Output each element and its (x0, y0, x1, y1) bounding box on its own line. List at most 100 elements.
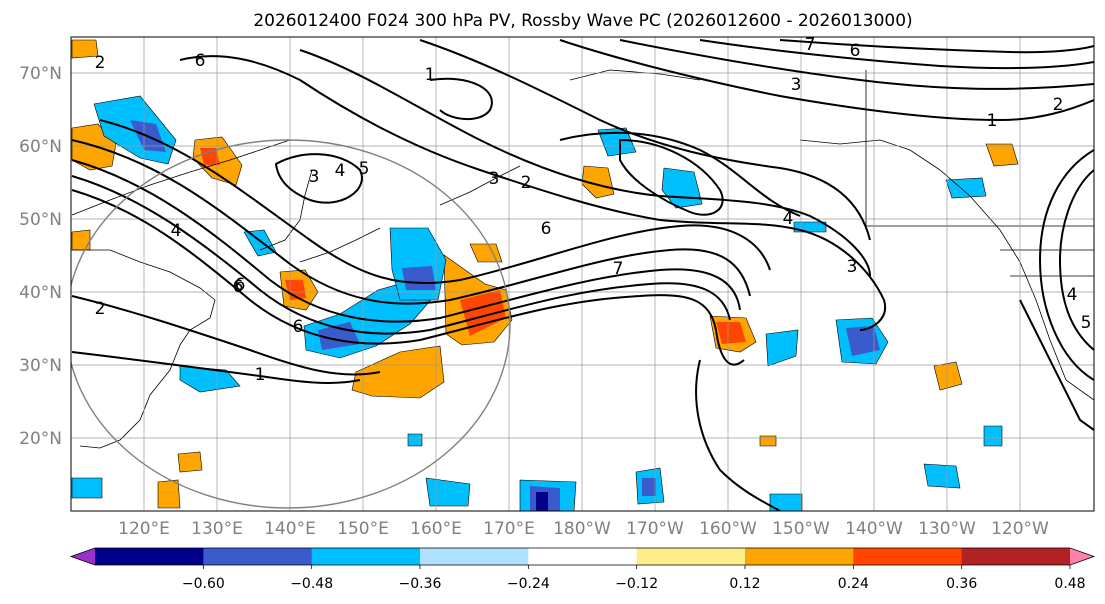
positive-anomaly (759, 435, 777, 447)
lon-label: 130°E (191, 519, 243, 539)
positive-anomaly (460, 290, 506, 336)
negative-anomaly (597, 127, 637, 157)
lon-label: 170°E (483, 519, 535, 539)
contour-label: 6 (293, 317, 304, 337)
colorbar-tick-label: −0.24 (507, 576, 550, 592)
contour-label: 4 (783, 209, 794, 229)
negative-anomaly (402, 266, 436, 290)
colorbar: −0.60 −0.48 −0.36 −0.24 −0.12 0.12 0.24 0.36 0.4… (69, 547, 1096, 592)
contour-label: 3 (309, 167, 320, 187)
colorbar-swatch (95, 548, 204, 565)
pv-contours (71, 39, 1094, 511)
positive-anomaly (157, 479, 181, 509)
negative-anomaly (407, 433, 423, 447)
lat-label: 20°N (19, 429, 62, 449)
colorbar-extend-max (1070, 548, 1094, 565)
negative-anomaly (179, 365, 241, 393)
negative-anomaly (536, 492, 548, 511)
longitude-labels: 120°E 130°E 140°E 150°E 160°E 170°E 180°… (118, 519, 1049, 539)
lon-label: 140°W (845, 519, 903, 539)
contour-label: 5 (1081, 313, 1092, 333)
contour-label: 4 (171, 221, 182, 241)
colorbar-swatch (203, 548, 313, 565)
coastlines (71, 69, 1094, 449)
pv-shading (71, 39, 1019, 511)
negative-anomaly (923, 463, 961, 489)
colorbar-tick-label: −0.60 (182, 576, 225, 592)
positive-anomaly (71, 39, 99, 59)
contour-label: 1 (987, 111, 998, 131)
lon-label: 120°W (991, 519, 1049, 539)
negative-anomaly (318, 322, 360, 350)
lat-label: 60°N (19, 137, 62, 157)
lon-label: 150°E (337, 519, 389, 539)
negative-anomaly (945, 177, 987, 199)
contour-label: 2 (521, 173, 532, 193)
negative-anomaly (846, 326, 880, 356)
contour-label: 6 (233, 277, 244, 297)
contour-label: 6 (235, 275, 246, 295)
colorbar-tick-label: −0.48 (290, 576, 333, 592)
lat-label: 50°N (19, 210, 62, 230)
colorbar-swatch (853, 548, 963, 565)
radius-circle (71, 139, 511, 509)
contour-label: 1 (425, 65, 436, 85)
lon-label: 160°E (410, 519, 462, 539)
contour-label: 7 (613, 259, 624, 279)
colorbar-tick-label: 0.12 (729, 576, 760, 592)
colorbar-tick-label: −0.36 (399, 576, 442, 592)
negative-anomaly (642, 478, 656, 496)
latitude-labels: 70°N 60°N 50°N 40°N 30°N 20°N (19, 64, 62, 449)
lat-label: 30°N (19, 356, 62, 376)
contour-label: 3 (791, 75, 802, 95)
lon-label: 180°W (553, 519, 611, 539)
colorbar-tick-label: −0.12 (615, 576, 658, 592)
contour-label: 6 (541, 219, 552, 239)
positive-anomaly (351, 345, 445, 399)
map-area: 2 6 1 7 6 2 6 3 4 5 3 2 6 4 6 7 4 3 2 6 … (71, 35, 1094, 511)
contour-label: 6 (850, 41, 861, 61)
colorbar-swatch (528, 548, 638, 565)
colorbar-swatch (636, 548, 746, 565)
negative-anomaly (765, 329, 799, 367)
positive-anomaly (933, 361, 963, 391)
contour-label: 6 (195, 51, 206, 71)
colorbar-swatch (311, 548, 421, 565)
colorbar-extend-min (71, 548, 95, 565)
lon-label: 170°W (626, 519, 684, 539)
colorbar-outline (69, 547, 1096, 566)
contour-label: 3 (847, 257, 858, 277)
contour-label: 4 (1067, 285, 1078, 305)
contour-label: 3 (489, 169, 500, 189)
positive-anomaly (716, 322, 746, 344)
lat-label: 40°N (19, 283, 62, 303)
negative-anomaly (983, 425, 1003, 447)
positive-anomaly (71, 229, 91, 251)
contour-label: 1 (255, 365, 266, 385)
contour-label: 2 (95, 299, 106, 319)
contour-label: 7 (805, 35, 816, 55)
contour-labels: 2 6 1 7 6 2 6 3 4 5 3 2 6 4 6 7 4 3 2 6 … (95, 35, 1092, 385)
lon-label: 140°E (264, 519, 316, 539)
lon-label: 160°W (699, 519, 757, 539)
lon-label: 120°E (118, 519, 170, 539)
colorbar-swatch (961, 548, 1071, 565)
colorbar-tick-label: 0.24 (838, 576, 869, 592)
map-frame (70, 36, 1095, 512)
positive-anomaly (200, 148, 220, 165)
colorbar-swatch (420, 548, 529, 565)
colorbar-tick-label: 0.48 (1054, 576, 1085, 592)
positive-anomaly (985, 143, 1019, 167)
contour-label: 2 (95, 53, 106, 73)
contour-label: 4 (335, 161, 346, 181)
colorbar-swatch (745, 548, 854, 565)
lat-label: 70°N (19, 64, 62, 84)
lon-label: 150°W (772, 519, 830, 539)
colorbar-tick-label: 0.36 (946, 576, 977, 592)
lon-label: 130°W (918, 519, 976, 539)
contour-label: 5 (359, 159, 370, 179)
positive-anomaly (177, 451, 203, 473)
contour-label: 2 (1053, 95, 1064, 115)
negative-anomaly (71, 477, 103, 499)
